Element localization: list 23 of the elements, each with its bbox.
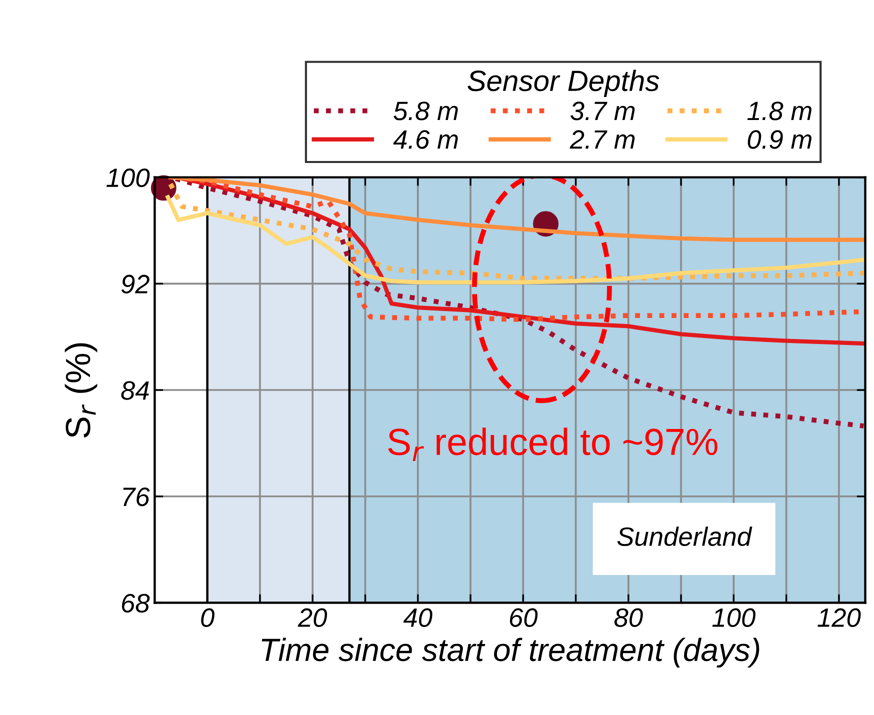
x-tick-label: 20 (298, 608, 328, 627)
legend-label: 0.9 m (748, 130, 812, 149)
x-tick-label: 80 (614, 608, 643, 627)
y-tick-label: 68 (122, 594, 150, 613)
y-axis-title: S$_{r}$ (%) (64, 343, 98, 438)
y-tick-label: 100 (106, 168, 150, 188)
legend-label: 3.7 m (570, 102, 635, 120)
legend-title: Sensor Depths (468, 70, 660, 97)
legend-label: 1.8 m (747, 102, 812, 120)
x-tick-label: 100 (712, 608, 756, 627)
x-tick-label: 120 (818, 608, 861, 627)
x-tick-label: 40 (403, 608, 432, 627)
legend-label: 5.8 m (394, 102, 458, 120)
legend-label: 4.6 m (393, 130, 458, 149)
y-tick-label: 76 (123, 488, 150, 506)
x-tick-label: 0 (201, 608, 214, 627)
y-tick-label: 92 (121, 274, 150, 294)
x-axis-title: Time since start of treatment (days) (262, 638, 760, 668)
annotation: S$_{r}$ reduced to ~97% (388, 428, 718, 461)
y-tick-label: 84 (121, 381, 149, 400)
legend-label: 2.7 m (570, 130, 635, 149)
x-tick-label: 60 (510, 608, 538, 627)
annotation: Sunderland (617, 526, 752, 546)
